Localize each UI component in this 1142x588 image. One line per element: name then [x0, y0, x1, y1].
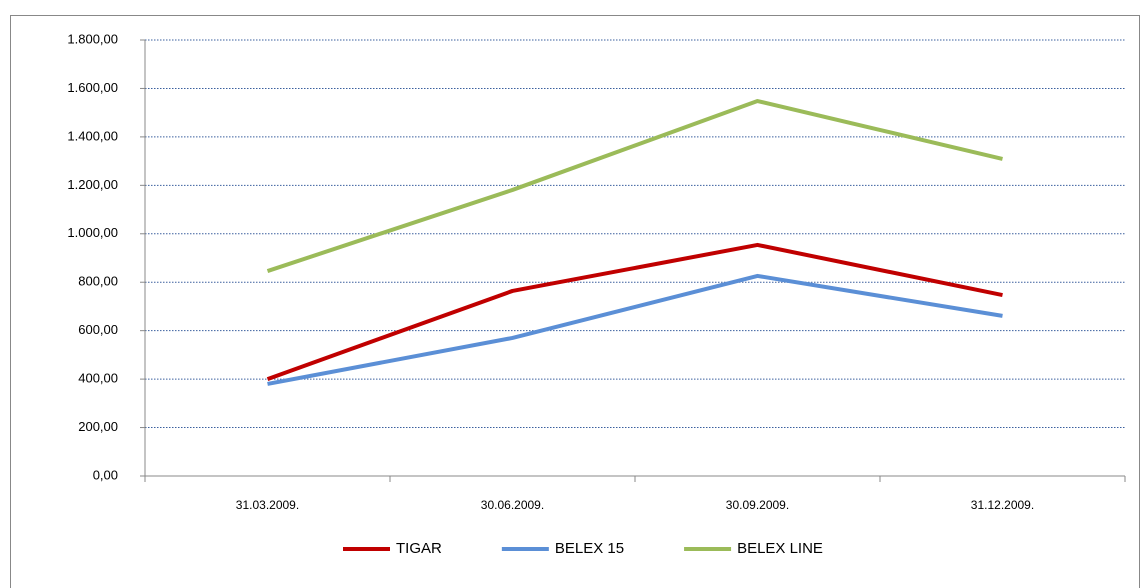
y-tick-label: 400,00: [78, 371, 118, 386]
y-tick-label: 1.600,00: [67, 80, 118, 95]
y-tick-label: 200,00: [78, 419, 118, 434]
series-line: [267, 273, 1003, 386]
y-tick-label: 1.200,00: [67, 177, 118, 192]
legend-label: BELEX 15: [555, 540, 624, 557]
chart-border: [10, 15, 1140, 588]
series-line: [266, 99, 1003, 273]
series-line: [266, 242, 1003, 381]
x-tick-label: 30.06.2009.: [481, 498, 544, 512]
y-tick-label: 600,00: [78, 322, 118, 337]
x-tick-label: 31.12.2009.: [971, 498, 1034, 512]
x-tick-label: 30.09.2009.: [726, 498, 789, 512]
y-tick-label: 0,00: [93, 467, 118, 482]
y-tick-label: 1.800,00: [67, 31, 118, 46]
legend-label: TIGAR: [396, 540, 442, 557]
y-tick-label: 1.400,00: [67, 128, 118, 143]
legend-label: BELEX LINE: [737, 540, 823, 557]
x-tick-label: 31.03.2009.: [236, 498, 299, 512]
y-tick-label: 1.000,00: [67, 225, 118, 240]
y-tick-label: 800,00: [78, 274, 118, 289]
